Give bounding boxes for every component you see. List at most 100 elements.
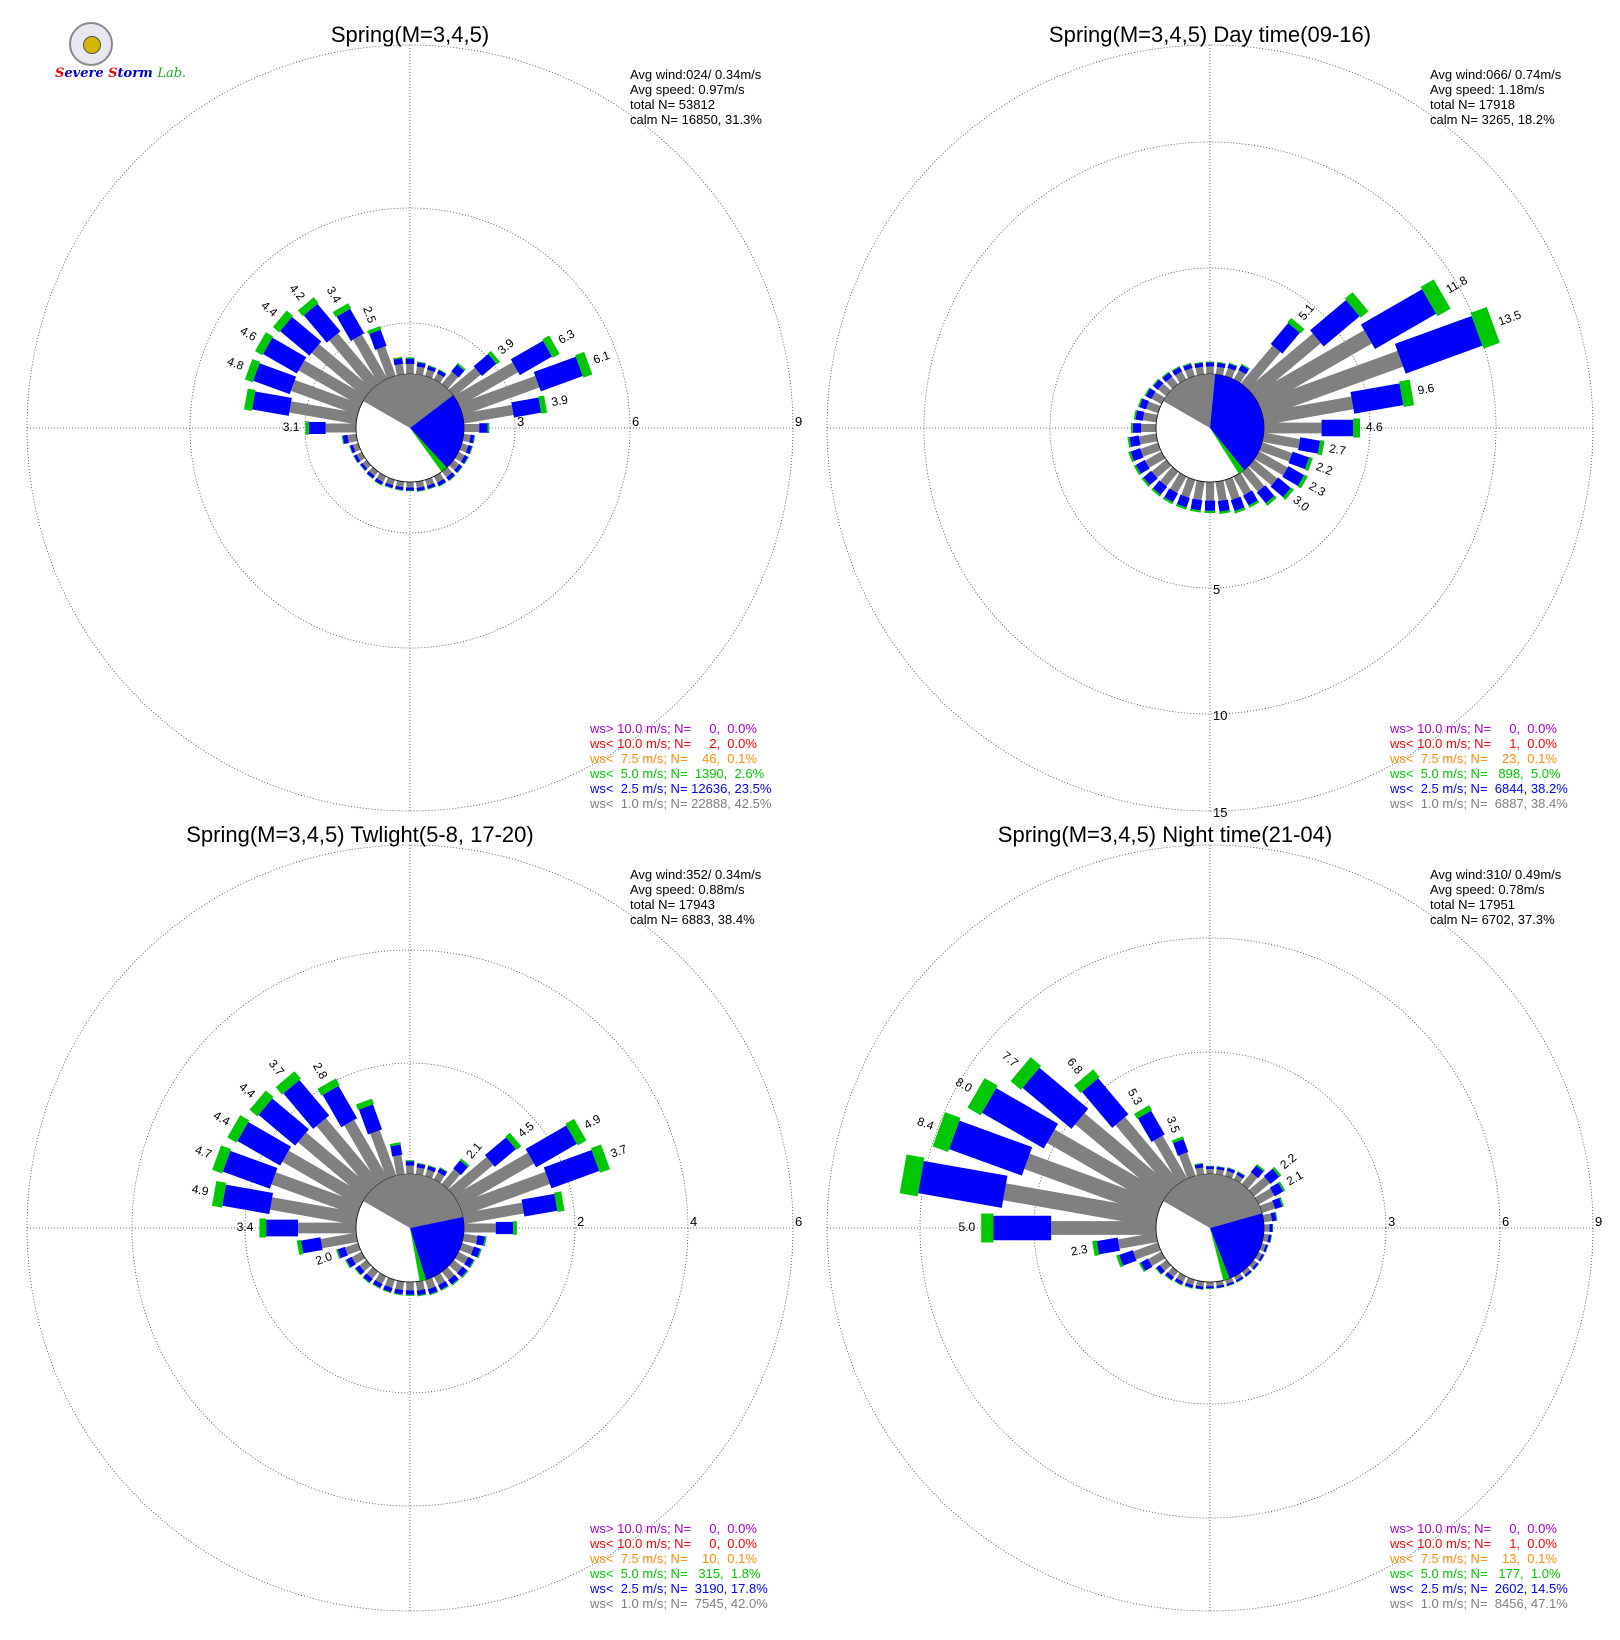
bar-segment-calm-1ms [1167, 1266, 1179, 1278]
bar-segment-calm-1ms [1186, 1277, 1195, 1286]
bar-value-label: 3.9 [495, 336, 517, 358]
bar-segment-calm-1ms [1170, 472, 1187, 493]
bar-segment-5ms [1278, 1181, 1286, 1192]
bar-value-label: 4.5 [515, 1119, 537, 1141]
ring-label: 2 [577, 1214, 584, 1229]
legend-entry: ws> 10.0 m/s; N= 0, 0.0% [589, 1521, 757, 1536]
bar-segment-calm-1ms [393, 1155, 405, 1176]
ring-label: 6 [795, 1214, 802, 1229]
bar-segment-calm-1ms [448, 459, 460, 471]
bar-segment-5ms [967, 1078, 998, 1116]
stat-line: Avg speed: 0.88m/s [630, 882, 745, 897]
ring-label: 6 [632, 414, 639, 429]
panel-title: Spring(M=3,4,5) Day time(09-16) [1049, 22, 1371, 47]
bar-segment-5ms [1092, 1240, 1100, 1256]
bar-segment-2-5ms [1176, 494, 1190, 508]
bar-segment-calm-1ms [370, 1130, 397, 1179]
bar-segment-2-5ms [1153, 379, 1164, 390]
bar-segment-5ms [1162, 497, 1174, 505]
panel-title: Spring(M=3,4,5) Night time(21-04) [998, 822, 1332, 847]
speed-wedge-5ms [1210, 428, 1245, 474]
bar-segment-2-5ms [949, 1120, 1033, 1176]
ring-label: 6 [1502, 1214, 1509, 1229]
bar-segment-calm-1ms [458, 375, 540, 416]
bar-segment-calm-1ms [1175, 371, 1187, 384]
bar-segment-2-5ms [427, 1286, 438, 1295]
bar-segment-calm-1ms [316, 1118, 381, 1191]
ring-label: 3 [1388, 1214, 1395, 1229]
bar-segment-calm-1ms [298, 360, 367, 407]
bar-segment-2-5ms [300, 1237, 323, 1254]
legend-entry: ws< 7.5 m/s; N= 10, 0.1% [589, 1551, 757, 1566]
bar-segment-5ms [1171, 1136, 1185, 1144]
bar-segment-5ms [505, 1132, 522, 1150]
calm-wedge [1163, 374, 1216, 428]
bar-segment-calm-1ms [1259, 442, 1293, 462]
bar-segment-2-5ms [469, 434, 475, 444]
bar-segment-2-5ms [448, 1274, 459, 1285]
legend-entry: ws< 5.0 m/s; N= 1390, 2.6% [589, 766, 765, 781]
legend-entry: ws> 10.0 m/s; N= 0, 0.0% [1389, 721, 1557, 736]
bar-segment-2-5ms [1135, 410, 1145, 421]
bar-segment-calm-1ms [352, 443, 361, 452]
bar-segment-calm-1ms [311, 344, 373, 398]
bar-segment-2-5ms [1250, 1165, 1264, 1179]
legend-entry: ws< 5.0 m/s; N= 315, 1.8% [589, 1566, 761, 1581]
ring-label: 9 [795, 414, 802, 429]
bar-segment-calm-1ms [329, 333, 380, 391]
bar-segment-calm-1ms [415, 1280, 425, 1291]
bar-segment-calm-1ms [424, 477, 435, 486]
bar-segment-calm-1ms [1262, 1233, 1269, 1242]
bar-segment-2-5ms [484, 1137, 516, 1167]
bar-segment-calm-1ms [448, 1157, 494, 1198]
bar-segment-5ms [1287, 317, 1305, 334]
bar-segment-calm-1ms [395, 363, 405, 376]
bar-segment-5ms [355, 1098, 374, 1110]
bar-segment-calm-1ms [433, 472, 444, 483]
bar-segment-2-5ms [1242, 490, 1258, 506]
bar-segment-5ms [1128, 451, 1135, 463]
bar-segment-5ms [1116, 1254, 1124, 1268]
bar-segment-2-5ms [383, 1285, 393, 1293]
bar-segment-2-5ms [366, 471, 375, 479]
bar-segment-calm-1ms [433, 373, 444, 384]
bar-segment-2-5ms [1282, 466, 1305, 486]
bar-segment-calm-1ms [1224, 477, 1240, 500]
bar-value-label: 3.5 [1164, 1114, 1183, 1135]
bar-segment-2-5ms [1129, 435, 1141, 447]
bar-segment-2-5ms [1130, 448, 1144, 462]
bar-segment-calm-1ms [1247, 333, 1321, 399]
stat-line: total N= 53812 [630, 97, 715, 112]
bar-segment-2-5ms [393, 358, 404, 366]
bar-segment-2-5ms [1174, 1278, 1184, 1285]
bar-segment-5ms [297, 297, 319, 317]
bar-segment-2-5ms [1022, 1067, 1089, 1129]
bar-segment-calm-1ms [453, 362, 519, 406]
legend-entry: ws> 10.0 m/s; N= 0, 0.0% [1389, 1521, 1557, 1536]
bar-segment-calm-1ms [1233, 1272, 1243, 1281]
bar-segment-2-5ms [464, 1256, 474, 1268]
bar-segment-calm-1ms [1151, 459, 1172, 478]
lab-logo: Severe Storm Lab. [55, 22, 186, 84]
bar-segment-calm-1ms [375, 1272, 387, 1284]
bar-segment-calm-1ms [1254, 1251, 1263, 1261]
bar-segment-2-5ms [1263, 1244, 1269, 1253]
bar-segment-5ms [1074, 1069, 1100, 1094]
bar-segment-2-5ms [521, 1193, 558, 1217]
bar-segment-2-5ms [262, 337, 307, 374]
legend-entry: ws< 1.0 m/s; N= 7545, 42.0% [589, 1596, 768, 1611]
calm-wedge [363, 374, 453, 428]
bar-segment-5ms [451, 1278, 460, 1286]
bar-segment-calm-1ms [1254, 1188, 1275, 1205]
bar-segment-calm-1ms [1146, 401, 1161, 414]
bar-segment-2-5ms [438, 1280, 449, 1290]
speed-wedge-2-5ms [410, 1216, 465, 1280]
bar-segment-5ms [1255, 1163, 1265, 1172]
bar-segment-5ms [367, 326, 382, 335]
bar-segment-calm-1ms [1115, 1117, 1181, 1191]
legend-entry: ws< 10.0 m/s; N= 2, 0.0% [589, 736, 757, 751]
bar-segment-calm-1ms [1003, 1183, 1159, 1228]
bar-segment-2-5ms [511, 397, 542, 418]
wind-rose-panel: 3 6 9 6.3 6.1 3.9 3.9 3.1 4.8 4.6 4.4 4.2 3.4 2.5 Spri… [26, 22, 802, 812]
bar-segment-5ms [456, 362, 466, 371]
